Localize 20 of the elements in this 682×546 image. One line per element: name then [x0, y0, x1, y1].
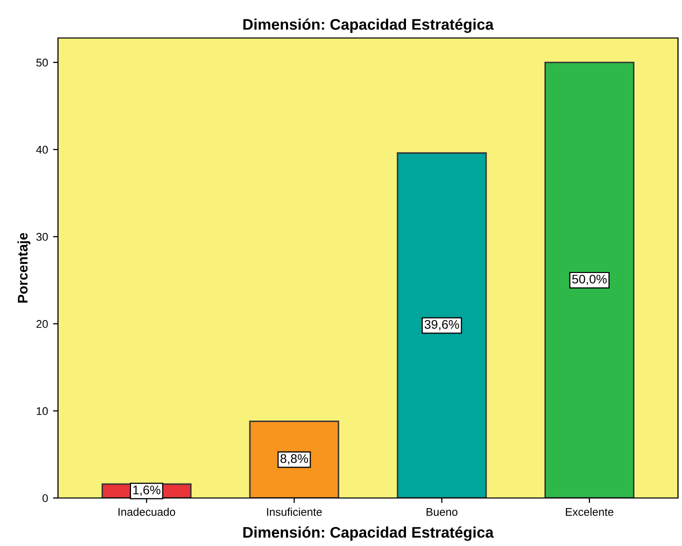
- y-axis-title: Porcentaje: [17, 232, 30, 303]
- data-label: 8,8%: [280, 454, 308, 464]
- y-tick-label: 0: [42, 494, 48, 502]
- x-tick-label: Inadecuado: [118, 508, 176, 516]
- y-tick-label: 50: [36, 58, 48, 67]
- data-label: 39,6%: [424, 320, 460, 330]
- data-label: 1,6%: [133, 486, 160, 496]
- x-tick-label: Excelente: [566, 508, 614, 516]
- data-label: 50,0%: [572, 274, 607, 286]
- bar: [249, 420, 340, 498]
- bar: [544, 62, 634, 498]
- y-tick-label: 20: [36, 320, 48, 328]
- y-tick-label: 40: [36, 146, 48, 154]
- bar: [396, 152, 487, 498]
- y-tick-label: 30: [36, 232, 48, 241]
- x-tick-label: Bueno: [426, 508, 458, 516]
- chart-title: Dimensión: Capacidad Estratégica: [243, 18, 494, 33]
- x-tick-label: Insuficiente: [267, 508, 322, 516]
- y-tick-label: 10: [36, 407, 48, 416]
- x-axis-title: Dimensión: Capacidad Estratégica: [243, 526, 494, 541]
